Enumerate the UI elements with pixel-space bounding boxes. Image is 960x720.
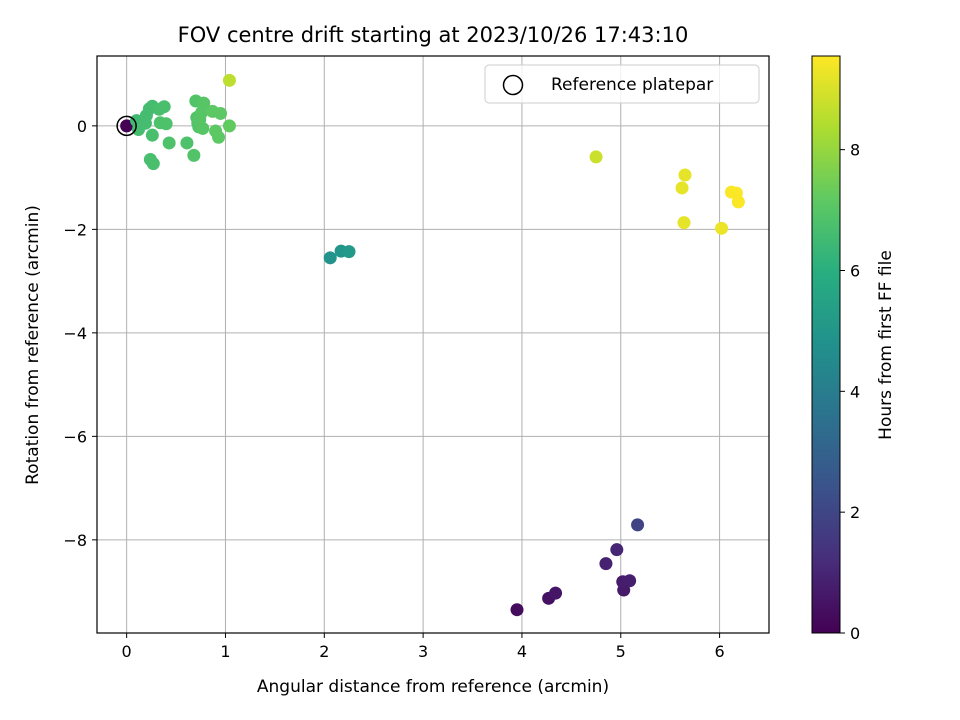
data-point [212,130,226,144]
x-tick-label: 0 [122,642,132,661]
colorbar-tick-label: 6 [850,261,860,280]
data-point [342,245,356,259]
data-point [142,102,156,116]
data-point [162,136,176,150]
data-point [196,121,210,135]
scatter-points [116,73,745,617]
x-axis-label: Angular distance from reference (arcmin) [257,677,609,697]
data-point [677,216,691,230]
data-point [623,574,637,588]
y-axis-ticks: 0 −2 −4 −6 −8 [63,117,97,550]
legend-box [484,64,760,104]
x-axis-ticks: 0 1 2 3 4 5 6 [122,633,725,661]
x-tick-label: 6 [714,642,724,661]
colorbar-tick-label: 0 [850,624,860,643]
data-point [145,128,159,142]
data-point [138,116,152,130]
x-tick-label: 3 [418,642,428,661]
y-tick-label: −6 [63,427,87,446]
data-point [715,221,729,235]
data-point [675,181,689,195]
data-point [222,119,236,133]
data-point [159,117,173,131]
chart-title: FOV centre drift starting at 2023/10/26 … [178,23,689,47]
legend-marker [502,74,524,96]
data-point [610,543,624,557]
y-tick-label: −4 [63,324,87,343]
grid [97,56,769,633]
colorbar-gradient [811,55,841,634]
data-point [549,586,563,600]
colorbar: 0 2 4 6 8 Hours from first FF file [811,55,896,643]
legend: Reference platepar [484,64,760,104]
x-tick-label: 4 [517,642,527,661]
data-point [678,168,692,182]
colorbar-tick-label: 2 [850,503,860,522]
data-point [146,157,160,171]
data-point [214,106,228,120]
data-point [197,96,211,110]
colorbar-tick-label: 4 [850,382,860,401]
data-point [187,148,201,162]
plot-area-frame [96,55,770,634]
data-point [180,136,194,150]
colorbar-ticks: 0 2 4 6 8 [840,141,860,643]
data-point [222,73,236,87]
legend-label: Reference platepar [551,75,713,95]
reference-platepar-marker [116,115,137,137]
data-point [631,518,645,532]
data-point [589,150,603,164]
x-tick-label: 1 [220,642,230,661]
data-point [510,603,524,617]
colorbar-label: Hours from first FF file [876,250,896,440]
y-tick-label: −2 [63,220,87,239]
y-axis-label: Rotation from reference (arcmin) [23,205,43,485]
x-tick-label: 2 [319,642,329,661]
data-point [599,557,613,571]
x-tick-label: 5 [616,642,626,661]
data-point [323,251,337,265]
data-point [120,119,134,133]
y-tick-label: 0 [77,117,87,136]
data-point [731,195,745,209]
colorbar-tick-label: 8 [850,141,860,160]
data-point [157,100,171,114]
y-tick-label: −8 [63,531,87,550]
